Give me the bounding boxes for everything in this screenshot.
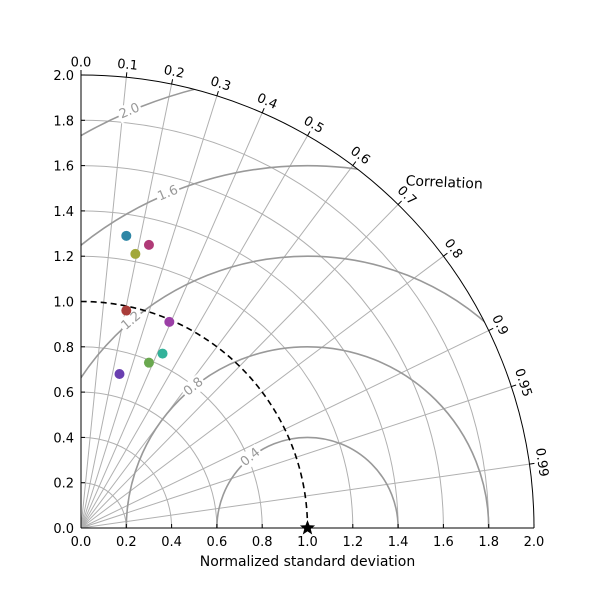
rms-contour-arc [125,346,490,528]
y-tick-label: 1.2 [53,250,74,265]
std-grid-arc [80,165,444,529]
correlation-tick-label: 0.9 [488,313,511,338]
rms-contour-arc [81,164,534,528]
y-tick-label: 1.6 [53,160,74,175]
rms-contour-arc [216,436,399,528]
x-tick-label: 1.0 [297,535,318,550]
correlation-tick-mark [488,327,494,331]
y-tick-label: 0.4 [53,431,74,446]
rms-label-background [236,443,265,472]
data-point [143,357,154,368]
std-grid-arc [80,255,354,529]
x-axis-title: Normalized standard deviation [200,554,415,570]
correlation-grid-line [80,95,218,529]
correlation-tick-label: 0.99 [532,447,551,478]
x-tick-label: 1.8 [478,535,499,550]
correlation-tick-mark [443,252,448,257]
correlation-tick-mark [216,90,219,97]
correlation-tick-label: 0.3 [208,74,232,95]
outer-arc [80,74,535,529]
y-tick-label: 1.8 [53,114,74,129]
std-grid-arc [80,210,399,529]
correlation-grid-line [80,165,354,529]
tick-layer: 0.0 0.1 0.20.30.40.50.60.70.80.90.950.990.… [53,56,551,551]
std-grid-arc [80,119,490,529]
rms-contour-arc [81,255,534,528]
data-point [130,248,141,259]
rms-label-background [115,99,144,124]
rms-label-background [153,181,183,206]
correlation-tick-label: 0.1 [116,57,138,74]
std-grid-arc [80,391,218,529]
x-tick-label: 0.0 [71,535,92,550]
reference-std-arc [80,300,309,529]
data-point [143,239,154,250]
x-tick-label: 1.2 [342,535,363,550]
correlation-axis-title: Correlation [405,173,483,192]
y-tick-label: 0.2 [53,477,74,492]
correlation-grid-line [80,135,308,529]
correlation-tick-mark [529,462,535,465]
rms-label-layer: 0.40.81.21.62.0 [115,99,265,472]
y-tick-label: 2.0 [53,69,74,84]
correlation-tick-label: 0.0 [71,56,92,71]
grid-layer [80,77,530,529]
correlation-tick-label: 0.4 [255,91,280,113]
rms-contour-label: 1.6 [156,183,181,205]
rms-label-background [179,373,209,401]
correlation-tick-label: 0.95 [511,367,534,399]
correlation-tick-mark [307,131,311,136]
y-tick-label: 1.0 [53,296,74,311]
correlation-tick-mark [171,79,174,85]
data-point [114,368,125,379]
correlation-tick-mark [125,72,128,78]
rms-contour-label: 2.0 [117,100,142,122]
x-tick-label: 0.6 [207,535,228,550]
data-point [121,305,132,316]
correlation-tick-mark [261,108,265,114]
data-point [164,316,175,327]
correlation-tick-mark [511,384,517,388]
x-tick-label: 1.6 [433,535,454,550]
x-tick-label: 0.2 [116,535,137,550]
correlation-tick-label: 0.2 [162,63,185,82]
x-tick-label: 1.4 [388,535,409,550]
rms-contour-arc [81,75,534,528]
rms-contour-layer [81,75,534,528]
x-tick-label: 0.8 [252,535,273,550]
data-point [121,230,132,241]
std-grid-arc [80,346,263,529]
correlation-tick-mark [397,200,402,205]
x-tick-label: 0.4 [161,535,182,550]
point-layer [114,230,316,535]
data-point [157,348,168,359]
y-tick-label: 1.4 [53,205,74,220]
y-tick-label: 0.0 [53,522,74,537]
correlation-tick-mark [352,161,357,166]
reference-star-marker [299,520,316,535]
rms-label-background [117,307,146,335]
x-tick-label: 2.0 [524,535,545,550]
y-tick-label: 0.6 [53,386,74,401]
y-tick-label: 0.8 [53,341,74,356]
